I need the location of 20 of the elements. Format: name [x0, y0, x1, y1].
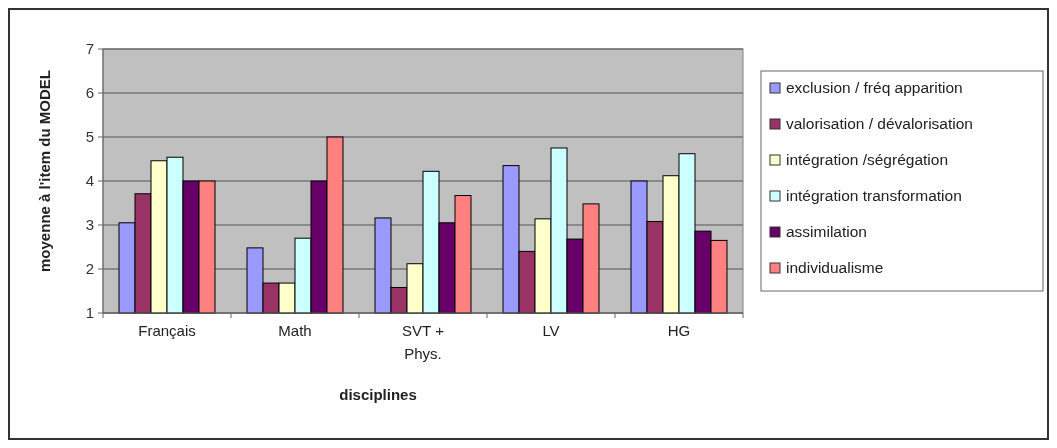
- x-tick-label: Français: [138, 322, 196, 339]
- y-tick-label: 6: [85, 84, 94, 101]
- legend-label: individualisme: [786, 259, 884, 276]
- y-tick-label: 4: [85, 172, 94, 189]
- x-axis-title: disciplines: [339, 386, 417, 403]
- y-tick-label: 1: [85, 304, 94, 321]
- legend-label: assimilation: [786, 223, 867, 240]
- x-tick-label: SVT + Phys.: [402, 322, 445, 362]
- y-tick-label: 7: [85, 40, 94, 57]
- legend-label: exclusion / fréq apparition: [786, 79, 963, 96]
- y-tick-label: 5: [85, 128, 94, 145]
- y-tick-label: 2: [85, 260, 94, 277]
- x-tick-label: HG: [667, 322, 691, 339]
- legend-label: intégration /ségrégation: [786, 151, 949, 168]
- legend-label: intégration transformation: [786, 187, 962, 204]
- x-tick-label: LV: [542, 322, 560, 339]
- legend-label: valorisation / dévalorisation: [786, 115, 973, 132]
- y-axis-title: moyenne à l'item du MODEL: [36, 70, 53, 272]
- y-tick-label: 3: [85, 216, 94, 233]
- x-tick-label: Math: [278, 322, 312, 339]
